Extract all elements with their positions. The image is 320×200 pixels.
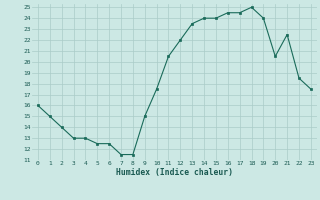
X-axis label: Humidex (Indice chaleur): Humidex (Indice chaleur) xyxy=(116,168,233,177)
